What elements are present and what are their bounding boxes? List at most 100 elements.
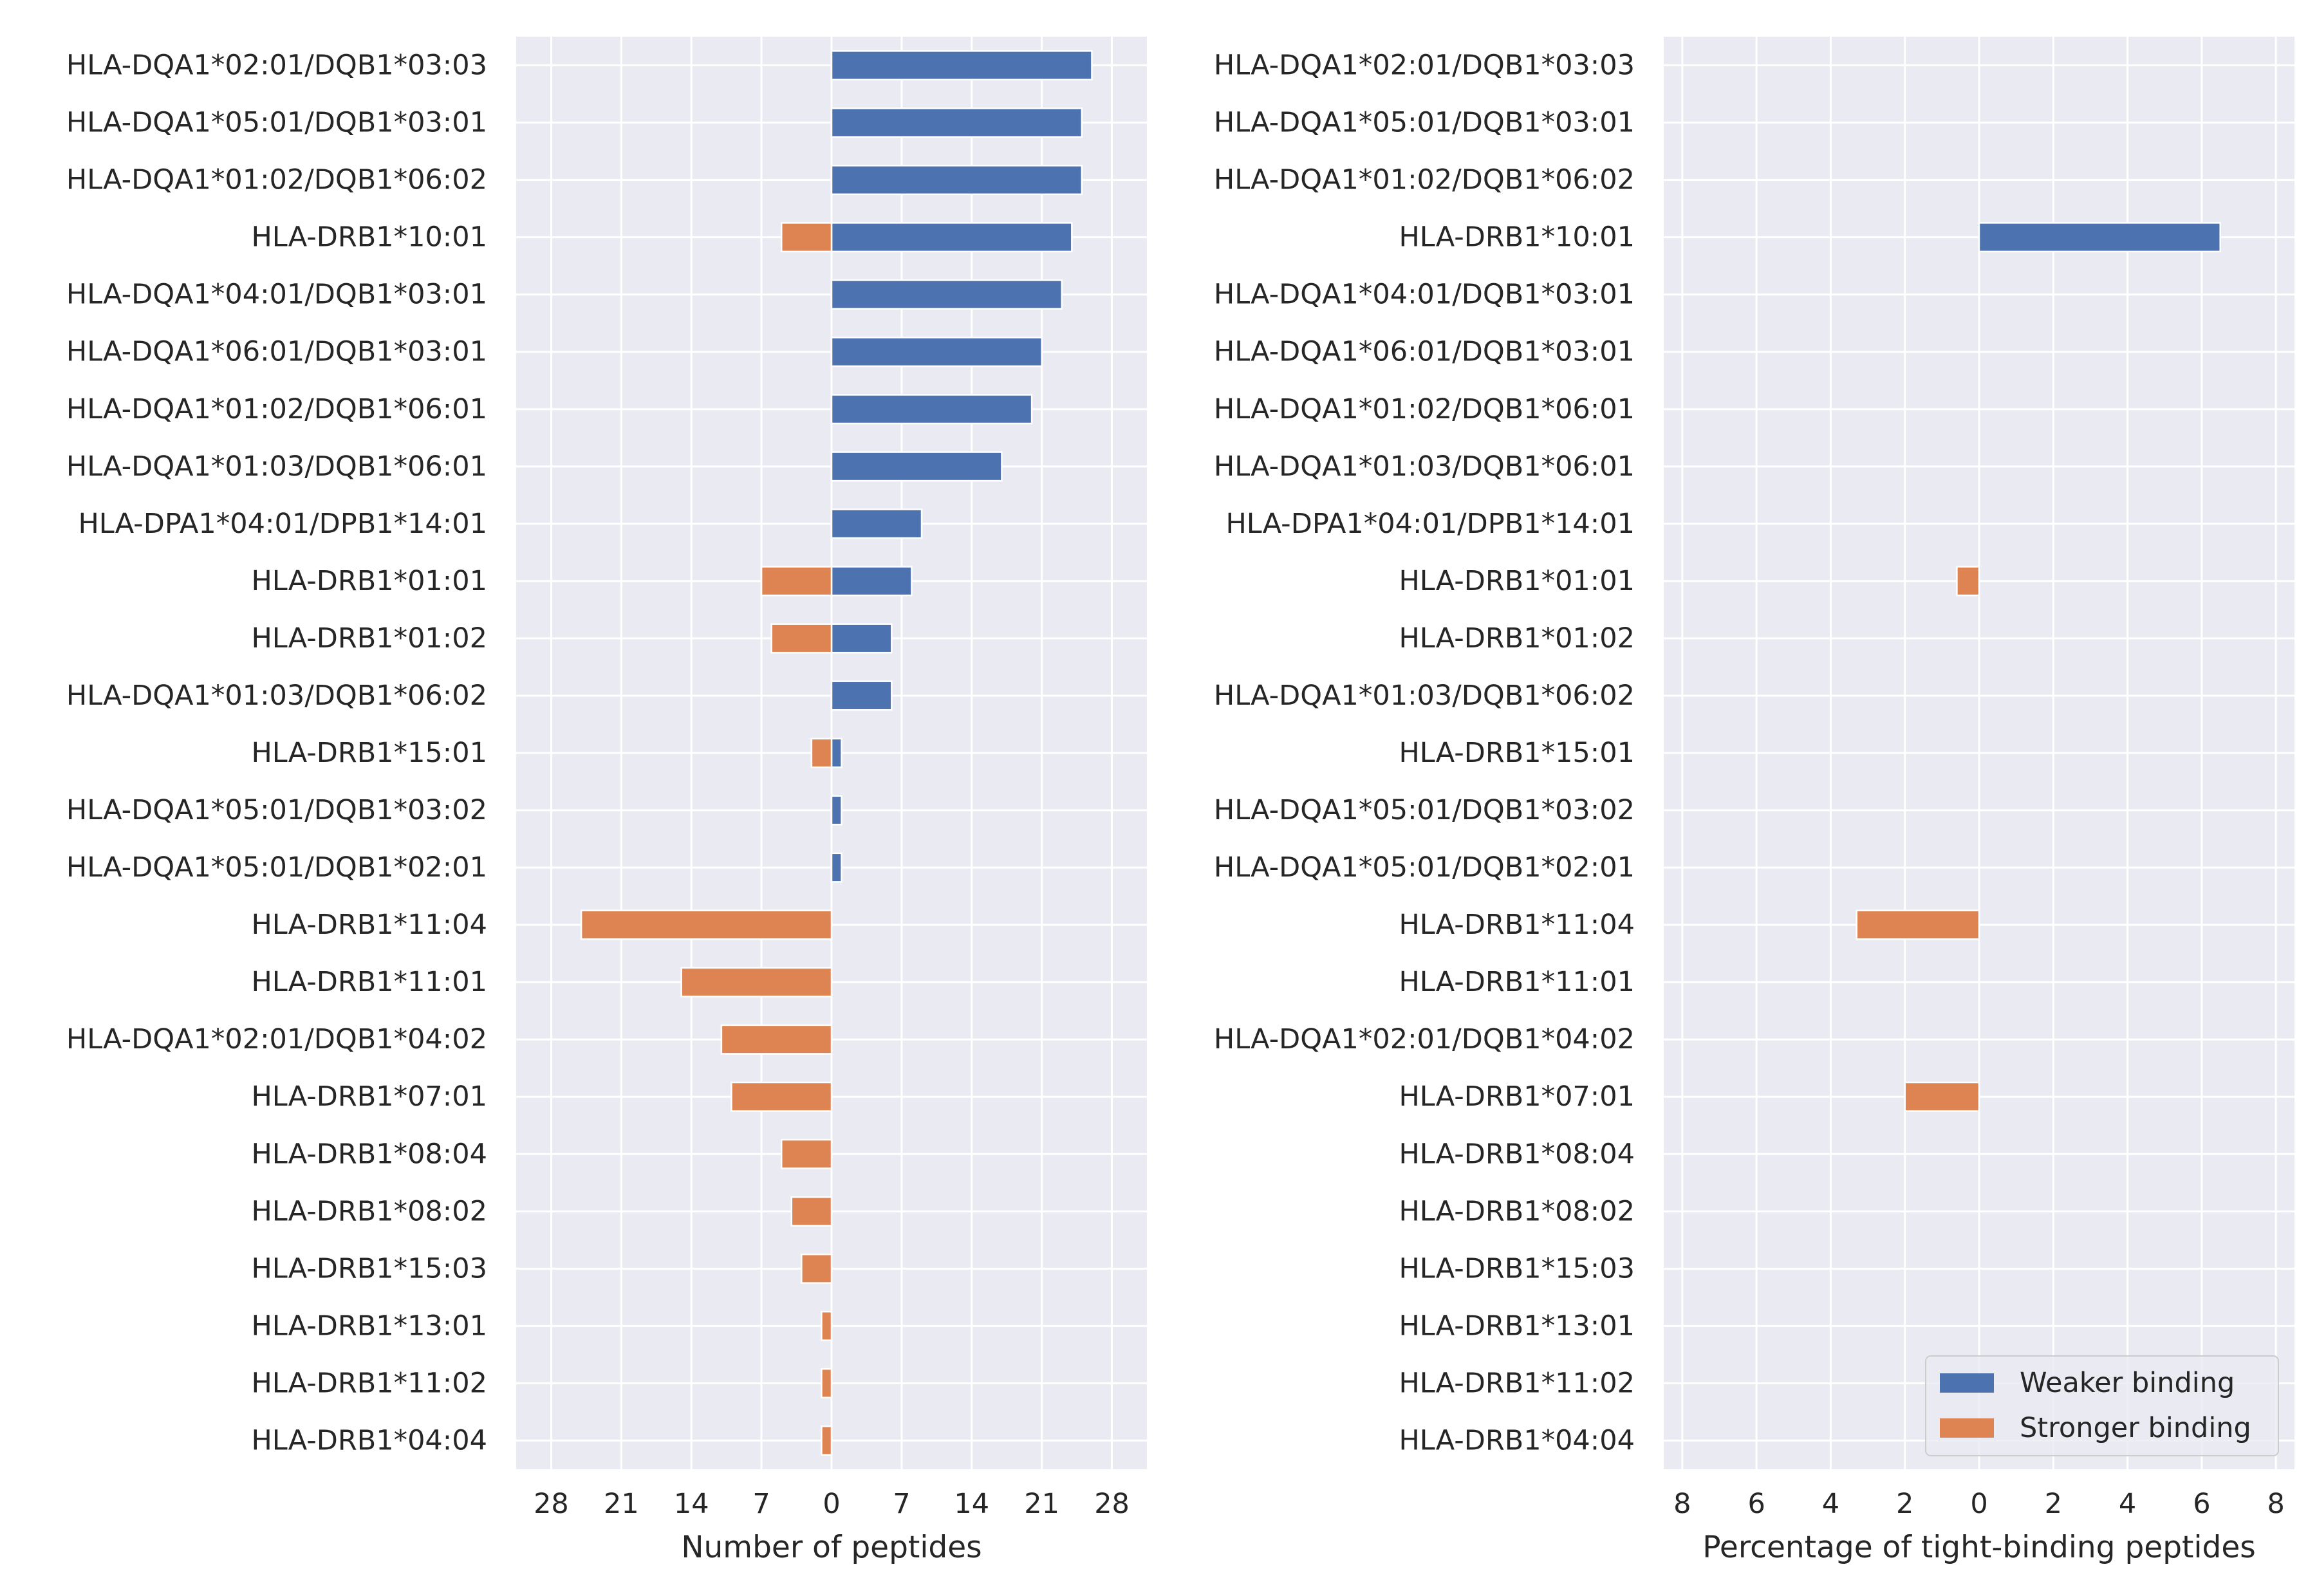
category-label: HLA-DRB1*15:03: [1399, 1252, 1635, 1285]
x-tick-label: 6: [1747, 1488, 1765, 1520]
x-axis-label: Percentage of tight-binding peptides: [1702, 1530, 2256, 1565]
category-label: HLA-DQA1*06:01/DQB1*03:01: [66, 336, 487, 368]
category-label: HLA-DRB1*08:02: [251, 1195, 487, 1227]
chart-panel-2: HLA-DQA1*02:01/DQB1*03:03 HLA-DQA1*05:01/…: [1214, 37, 2294, 1565]
bar-weaker-binding: [830, 279, 1063, 310]
x-tick-label: 8: [2267, 1488, 2284, 1520]
legend-swatch: [1940, 1418, 1994, 1438]
category-label: HLA-DRB1*11:01: [251, 966, 487, 998]
legend: Weaker binding Stronger binding: [1925, 1355, 2279, 1456]
category-label: HLA-DRB1*13:01: [251, 1310, 487, 1342]
x-axis-label: Number of peptides: [681, 1530, 982, 1565]
bar-weaker-binding: [830, 394, 1033, 425]
bar-stronger-binding: [821, 1310, 833, 1341]
bar-stronger-binding: [770, 623, 833, 654]
category-label: HLA-DRB1*15:01: [1399, 737, 1635, 769]
x-tick-label: 7: [893, 1488, 910, 1520]
bar-stronger-binding: [821, 1425, 833, 1456]
bar-weaker-binding: [1978, 222, 2221, 253]
bar-stronger-binding: [801, 1253, 833, 1284]
category-label: HLA-DQA1*05:01/DQB1*03:02: [66, 794, 487, 826]
bar-stronger-binding: [760, 566, 833, 597]
bar-weaker-binding: [830, 566, 913, 597]
category-label: HLA-DRB1*10:01: [251, 221, 487, 254]
x-tick-label: 4: [2119, 1488, 2136, 1520]
x-tick-label: 14: [674, 1488, 709, 1520]
category-label: HLA-DRB1*04:04: [1399, 1424, 1635, 1456]
bar-weaker-binding: [830, 165, 1083, 196]
x-tick-label: 8: [1673, 1488, 1691, 1520]
bar-weaker-binding: [830, 50, 1093, 81]
bar-stronger-binding: [730, 1081, 833, 1112]
x-tick-label: 21: [604, 1488, 639, 1520]
bar-weaker-binding: [830, 852, 842, 883]
category-label: HLA-DQA1*05:01/DQB1*03:01: [66, 107, 487, 139]
category-label: HLA-DPA1*04:01/DPB1*14:01: [78, 508, 487, 540]
x-tick-label: 14: [954, 1488, 989, 1520]
category-label: HLA-DQA1*06:01/DQB1*03:01: [1214, 336, 1635, 368]
category-label: HLA-DQA1*02:01/DQB1*04:02: [66, 1023, 487, 1055]
category-label: HLA-DRB1*11:01: [1399, 966, 1635, 998]
category-label: HLA-DRB1*13:01: [1399, 1310, 1635, 1342]
x-tick-label: 28: [1094, 1488, 1130, 1520]
x-tick-label: 2: [1896, 1488, 1913, 1520]
category-label: HLA-DRB1*11:04: [1399, 909, 1635, 941]
x-tick-label: 7: [752, 1488, 770, 1520]
bar-weaker-binding: [830, 107, 1083, 138]
bar-stronger-binding: [1904, 1081, 1980, 1112]
legend-swatch: [1940, 1373, 1994, 1393]
category-label: HLA-DQA1*01:03/DQB1*06:01: [1214, 450, 1635, 483]
category-label: HLA-DRB1*01:02: [1399, 622, 1635, 654]
category-label: HLA-DRB1*15:03: [251, 1252, 487, 1285]
bar-weaker-binding: [830, 738, 842, 768]
category-label: HLA-DQA1*05:01/DQB1*02:01: [1214, 851, 1635, 884]
bar-stronger-binding: [810, 738, 833, 768]
category-label: HLA-DQA1*01:03/DQB1*06:01: [66, 450, 487, 483]
bar-stronger-binding: [780, 222, 833, 253]
bar-stronger-binding: [680, 967, 833, 998]
category-label: HLA-DQA1*02:01/DQB1*04:02: [1214, 1023, 1635, 1055]
x-tick-label: 0: [1970, 1488, 1987, 1520]
category-label: HLA-DRB1*11:04: [251, 909, 487, 941]
bar-weaker-binding: [830, 508, 923, 539]
bar-weaker-binding: [830, 795, 842, 826]
category-label: HLA-DRB1*11:02: [251, 1367, 487, 1399]
category-label: HLA-DQA1*01:03/DQB1*06:02: [66, 680, 487, 712]
bar-weaker-binding: [830, 623, 893, 654]
category-label: HLA-DQA1*01:02/DQB1*06:01: [66, 393, 487, 425]
category-label: HLA-DRB1*08:04: [251, 1138, 487, 1170]
bar-weaker-binding: [830, 222, 1073, 253]
bar-stronger-binding: [780, 1138, 833, 1169]
category-label: HLA-DRB1*07:01: [1399, 1081, 1635, 1113]
x-tick-label: 21: [1024, 1488, 1059, 1520]
category-label: HLA-DRB1*01:02: [251, 622, 487, 654]
category-label: HLA-DRB1*11:02: [1399, 1367, 1635, 1399]
category-label: HLA-DRB1*08:04: [1399, 1138, 1635, 1170]
bar-stronger-binding: [790, 1196, 833, 1227]
category-label: HLA-DQA1*05:01/DQB1*03:02: [1214, 794, 1635, 826]
category-label: HLA-DRB1*10:01: [1399, 221, 1635, 254]
category-label: HLA-DQA1*05:01/DQB1*03:01: [1214, 107, 1635, 139]
bar-weaker-binding: [830, 337, 1043, 367]
bar-stronger-binding: [720, 1024, 833, 1055]
bar-weaker-binding: [830, 680, 893, 711]
category-label: HLA-DQA1*02:01/DQB1*03:03: [1214, 50, 1635, 82]
category-label: HLA-DPA1*04:01/DPB1*14:01: [1225, 508, 1635, 540]
legend-entry: Stronger binding: [2020, 1412, 2251, 1444]
bar-stronger-binding: [1856, 909, 1980, 940]
category-label: HLA-DRB1*01:01: [1399, 565, 1635, 597]
category-label: HLA-DQA1*04:01/DQB1*03:01: [66, 279, 487, 311]
legend-entry: Weaker binding: [2020, 1367, 2235, 1399]
bar-stronger-binding: [580, 909, 833, 940]
chart-panel-1: HLA-DQA1*02:01/DQB1*03:03 HLA-DQA1*05:01/…: [66, 37, 1147, 1565]
category-label: HLA-DRB1*15:01: [251, 737, 487, 769]
x-tick-label: 0: [823, 1488, 840, 1520]
category-label: HLA-DQA1*01:02/DQB1*06:01: [1214, 393, 1635, 425]
x-tick-label: 6: [2193, 1488, 2210, 1520]
category-label: HLA-DRB1*01:01: [251, 565, 487, 597]
category-label: HLA-DQA1*04:01/DQB1*03:01: [1214, 279, 1635, 311]
bar-stronger-binding: [1956, 566, 1980, 597]
category-label: HLA-DRB1*08:02: [1399, 1195, 1635, 1227]
